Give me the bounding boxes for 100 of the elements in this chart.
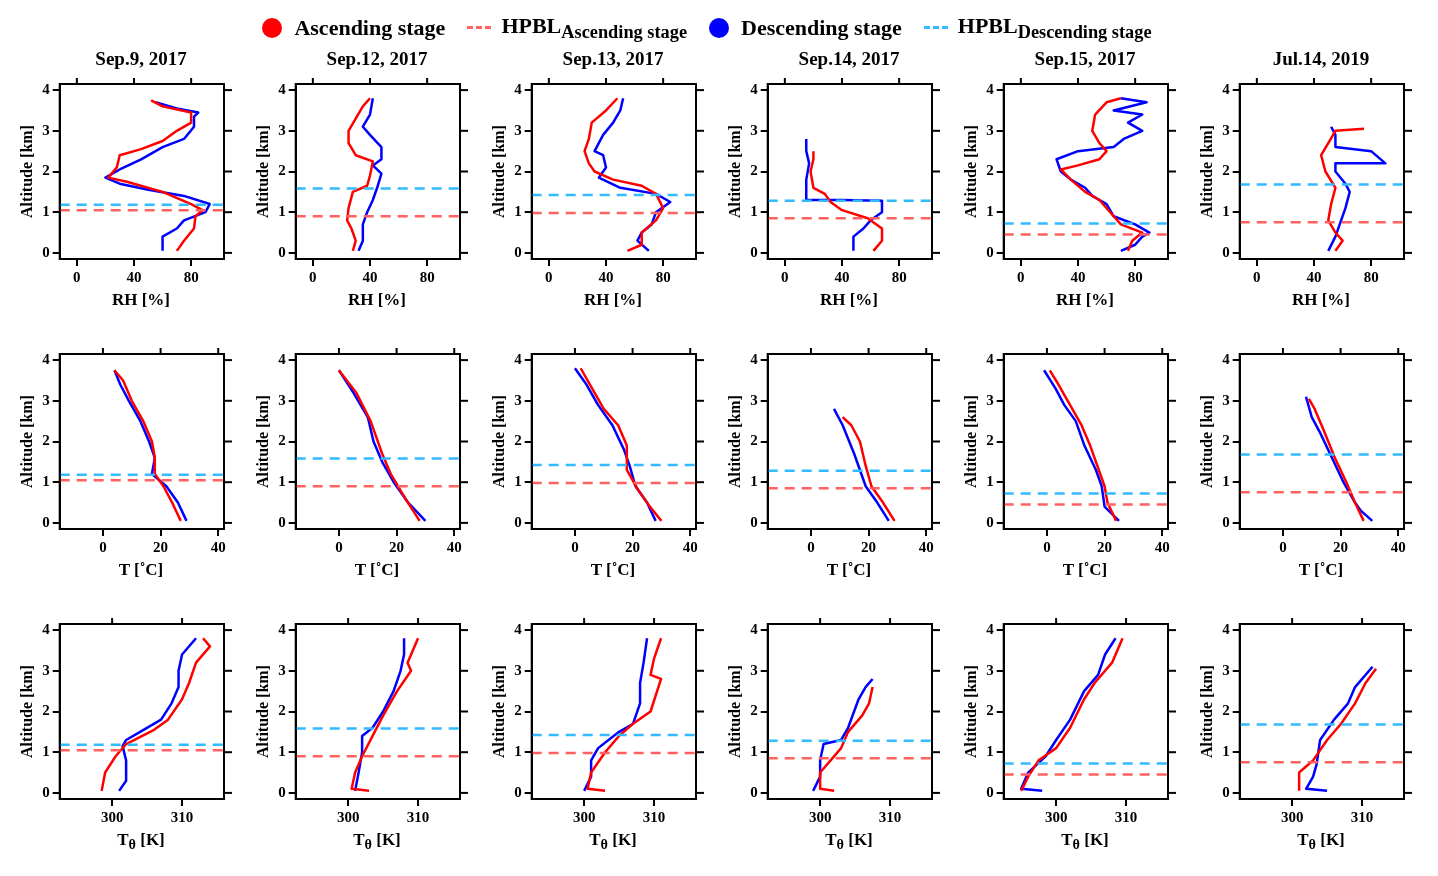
y-tick-label: 1 xyxy=(278,203,286,220)
x-tick-label: 310 xyxy=(878,808,902,825)
x-axis-title: T$_{θ}$ [K] xyxy=(1296,830,1345,854)
y-tick-label: 3 xyxy=(986,121,994,138)
x-tick-label: 300 xyxy=(808,808,832,825)
x-tick-label: 300 xyxy=(100,808,124,825)
x-axis-title: T$_{θ}$ [K] xyxy=(116,830,165,854)
y-tick-label: 4 xyxy=(514,620,523,637)
y-axis-title: Altitude [km] xyxy=(253,395,271,488)
x-tick-label: 40 xyxy=(598,268,614,285)
x-tick-label: 20 xyxy=(153,538,169,555)
y-tick-label: 4 xyxy=(42,80,51,97)
x-axis-title: T$_{θ}$ [K] xyxy=(1060,830,1109,854)
y-tick-label: 4 xyxy=(514,80,523,97)
legend-label: Descending stage xyxy=(741,15,902,41)
y-tick-label: 4 xyxy=(278,80,287,97)
y-tick-label: 4 xyxy=(750,350,759,367)
y-tick-label: 4 xyxy=(986,620,995,637)
y-tick-label: 1 xyxy=(42,203,50,220)
y-tick-label: 0 xyxy=(750,243,758,260)
y-tick-label: 2 xyxy=(514,162,522,179)
y-tick-label: 4 xyxy=(1222,620,1231,637)
x-tick-label: 0 xyxy=(1279,538,1287,555)
x-tick-label: 310 xyxy=(170,808,194,825)
x-tick-label: 40 xyxy=(126,268,142,285)
x-axis-title: T [˚C] xyxy=(825,560,872,581)
x-tick-label: 40 xyxy=(1070,268,1086,285)
y-tick-label: 3 xyxy=(42,391,50,408)
y-axis-title: Altitude [km] xyxy=(1197,125,1215,218)
chart-title: Sep.15, 2017 xyxy=(1033,48,1136,71)
y-tick-label: 4 xyxy=(986,350,995,367)
x-tick-label: 20 xyxy=(389,538,405,555)
x-tick-label: 0 xyxy=(807,538,815,555)
y-tick-label: 2 xyxy=(1222,162,1230,179)
y-axis-title: Altitude [km] xyxy=(17,125,35,218)
y-tick-label: 0 xyxy=(986,783,994,800)
y-tick-label: 4 xyxy=(514,350,523,367)
x-axis-title: RH [%] xyxy=(582,290,643,311)
x-tick-label: 310 xyxy=(406,808,430,825)
y-tick-label: 2 xyxy=(278,432,286,449)
y-tick-label: 2 xyxy=(750,162,758,179)
y-tick-label: 2 xyxy=(986,432,994,449)
x-tick-label: 40 xyxy=(918,538,934,555)
x-tick-label: 20 xyxy=(861,538,877,555)
y-tick-label: 1 xyxy=(986,203,994,220)
y-tick-label: 3 xyxy=(986,391,994,408)
x-tick-label: 0 xyxy=(73,268,81,285)
y-axis-title: Altitude [km] xyxy=(961,665,979,758)
x-tick-label: 0 xyxy=(335,538,343,555)
x-axis-title: RH [%] xyxy=(1290,290,1351,311)
y-tick-label: 3 xyxy=(750,391,758,408)
y-tick-label: 1 xyxy=(986,473,994,490)
y-tick-label: 0 xyxy=(514,243,522,260)
y-tick-label: 1 xyxy=(1222,203,1230,220)
y-tick-label: 0 xyxy=(278,243,286,260)
y-tick-label: 1 xyxy=(750,203,758,220)
x-axis-title: T$_{θ}$ [K] xyxy=(824,830,873,854)
y-tick-label: 0 xyxy=(42,513,50,530)
x-tick-label: 310 xyxy=(1350,808,1374,825)
y-tick-label: 3 xyxy=(42,121,50,138)
y-tick-label: 3 xyxy=(278,661,286,678)
y-tick-label: 3 xyxy=(514,661,522,678)
y-tick-label: 4 xyxy=(42,620,51,637)
x-tick-label: 80 xyxy=(655,268,671,285)
x-tick-label: 40 xyxy=(1390,538,1406,555)
x-tick-label: 310 xyxy=(1114,808,1138,825)
y-tick-label: 1 xyxy=(750,473,758,490)
x-axis-title: RH [%] xyxy=(1054,290,1115,311)
y-tick-label: 0 xyxy=(1222,243,1230,260)
y-axis-title: Altitude [km] xyxy=(725,125,743,218)
x-tick-label: 40 xyxy=(834,268,850,285)
chart-title: Sep.13, 2017 xyxy=(561,48,664,71)
y-axis-title: Altitude [km] xyxy=(17,665,35,758)
x-axis-title: RH [%] xyxy=(818,290,879,311)
x-axis-title: T [˚C] xyxy=(589,560,636,581)
x-tick-label: 0 xyxy=(99,538,107,555)
x-tick-label: 310 xyxy=(642,808,666,825)
y-tick-label: 1 xyxy=(1222,473,1230,490)
legend-label: Ascending stage xyxy=(294,15,446,41)
x-tick-label: 0 xyxy=(309,268,317,285)
y-axis-title: Altitude [km] xyxy=(17,395,35,488)
y-tick-label: 1 xyxy=(42,473,50,490)
x-axis-title: T [˚C] xyxy=(1061,560,1108,581)
x-tick-label: 40 xyxy=(1306,268,1322,285)
y-tick-label: 2 xyxy=(278,702,286,719)
y-tick-label: 3 xyxy=(1222,121,1230,138)
y-tick-label: 1 xyxy=(278,473,286,490)
y-tick-label: 0 xyxy=(42,783,50,800)
legend-label: HPBL$_{Descending stage}$ xyxy=(957,12,1152,44)
y-tick-label: 2 xyxy=(1222,702,1230,719)
x-tick-label: 0 xyxy=(1043,538,1051,555)
y-tick-label: 3 xyxy=(278,391,286,408)
x-tick-label: 300 xyxy=(572,808,596,825)
y-tick-label: 3 xyxy=(750,121,758,138)
y-tick-label: 2 xyxy=(514,702,522,719)
y-axis-title: Altitude [km] xyxy=(961,395,979,488)
y-axis-title: Altitude [km] xyxy=(253,665,271,758)
y-axis-title: Altitude [km] xyxy=(489,665,507,758)
y-tick-label: 0 xyxy=(514,513,522,530)
x-axis-title: RH [%] xyxy=(110,290,171,311)
